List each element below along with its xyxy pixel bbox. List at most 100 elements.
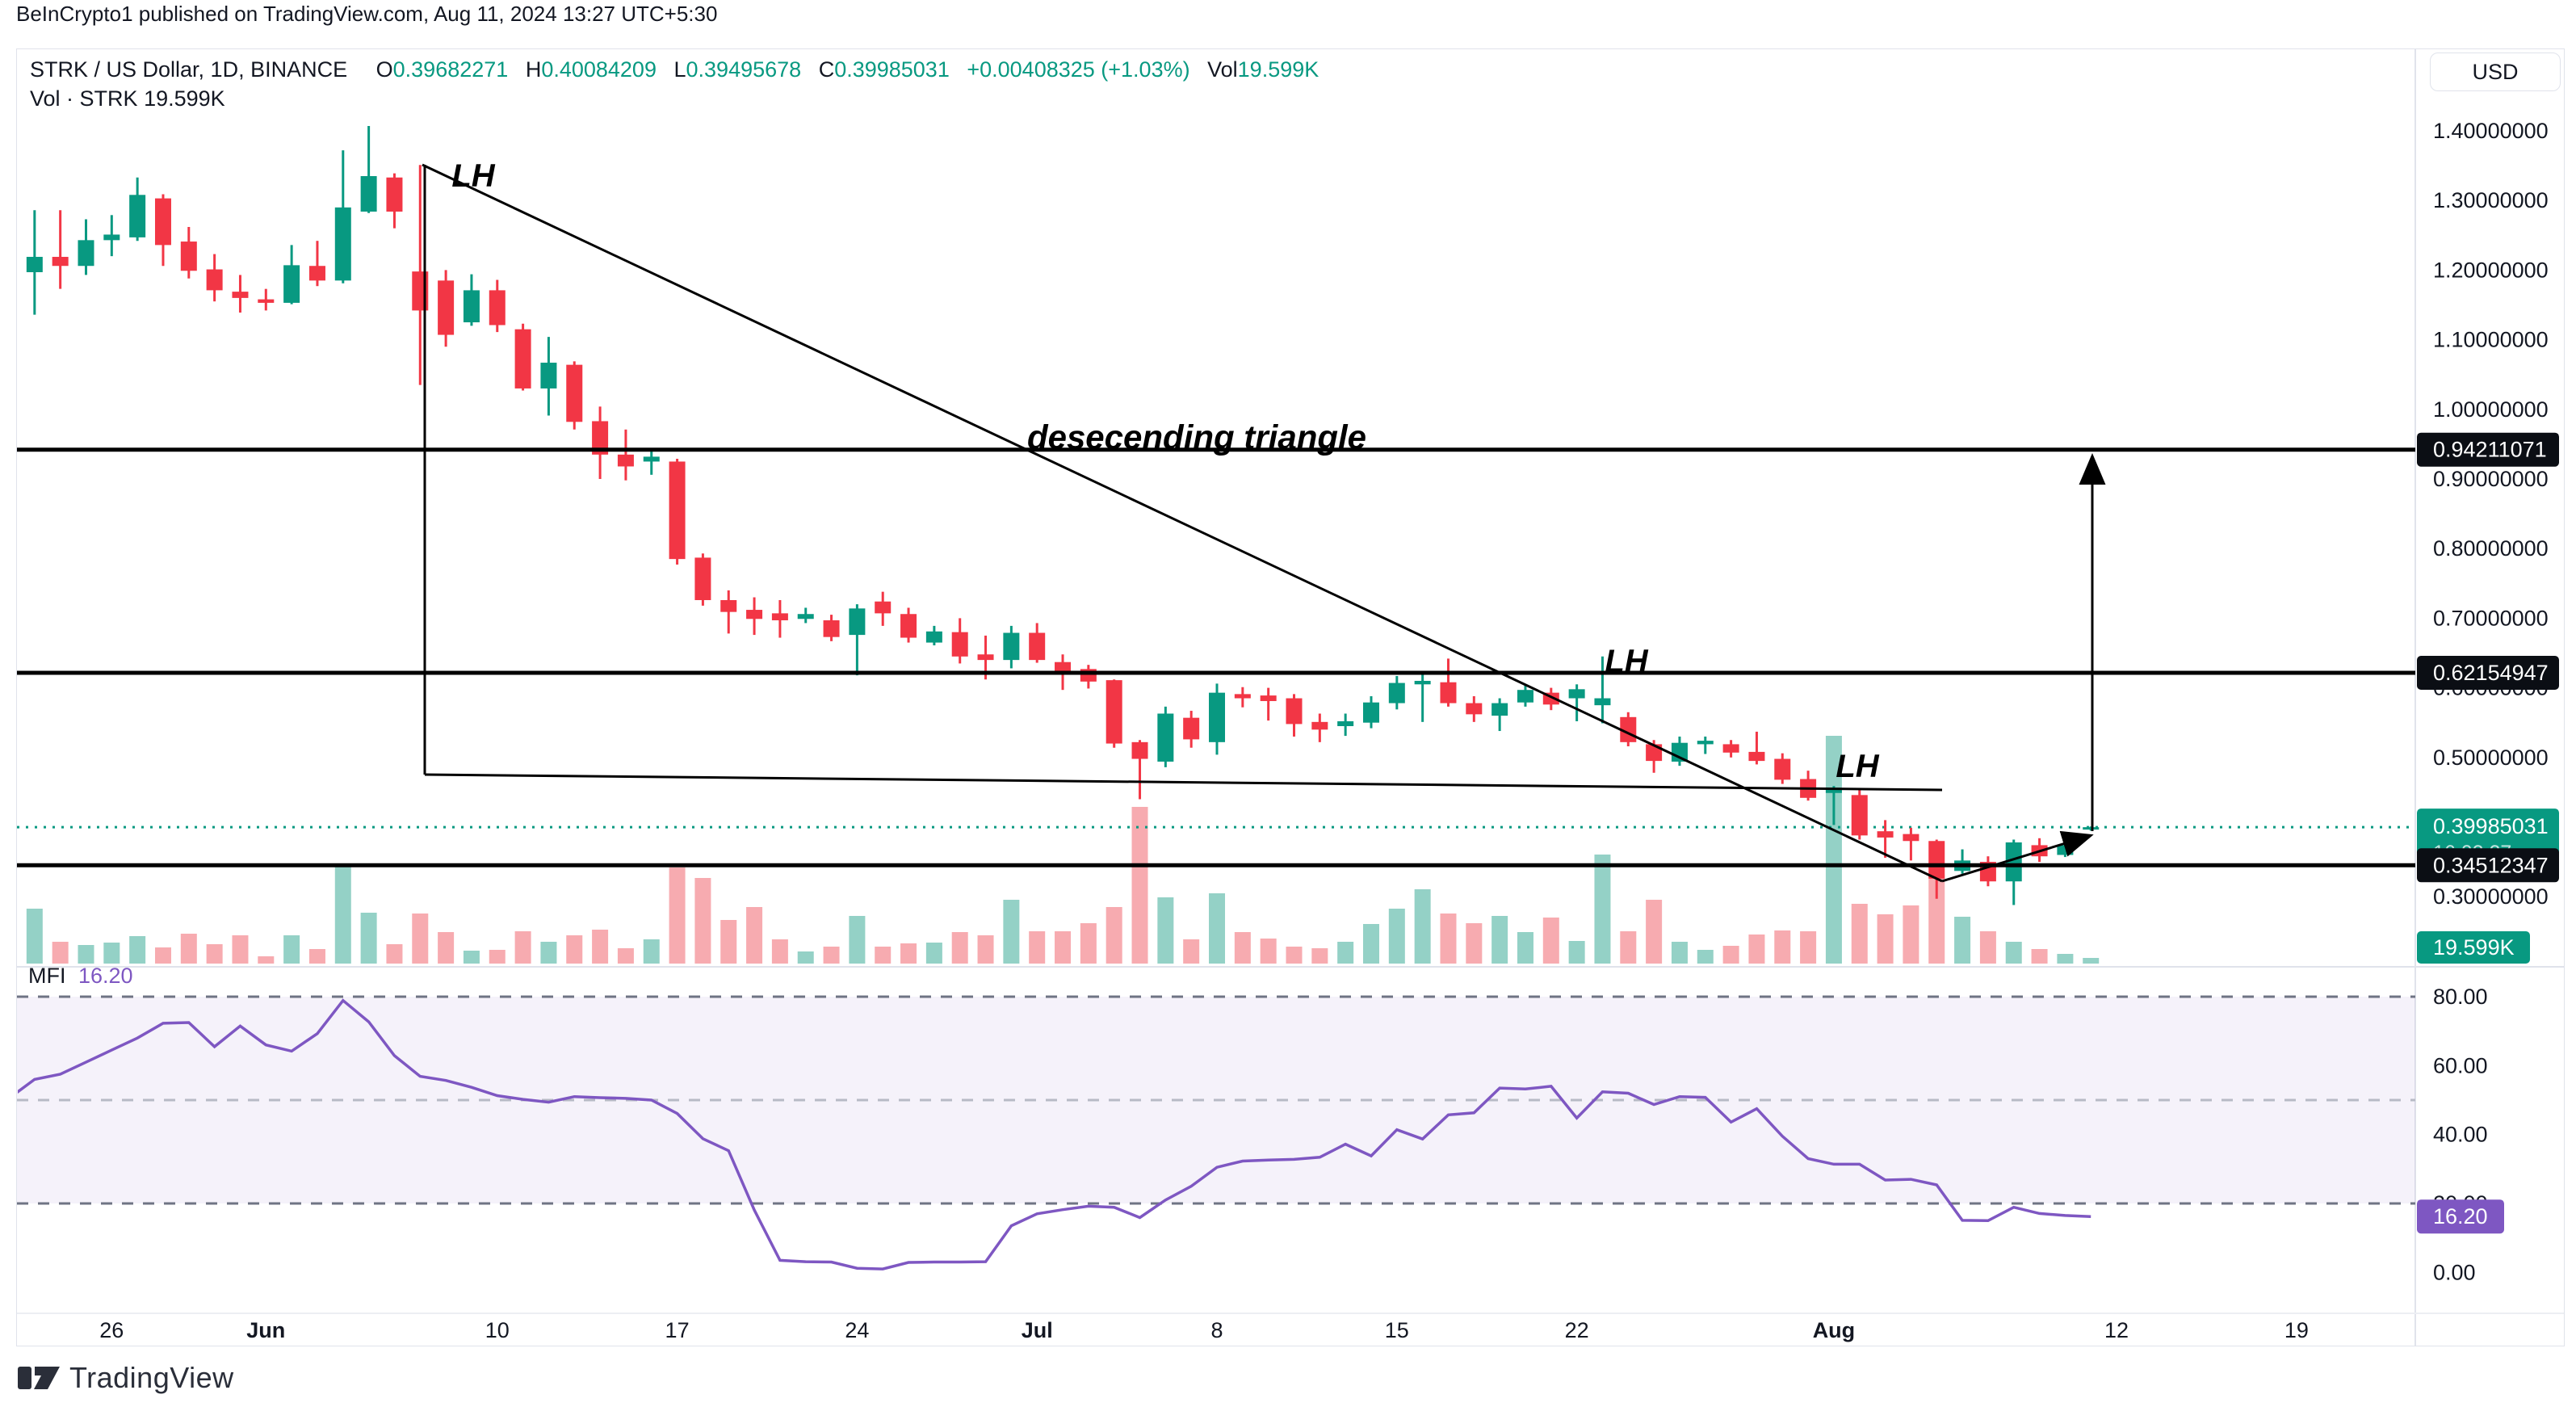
candle[interactable]	[463, 274, 480, 326]
candle[interactable]	[669, 459, 686, 565]
candle[interactable]	[1131, 740, 1148, 800]
candle[interactable]	[1337, 713, 1354, 737]
candle[interactable]	[1748, 731, 1765, 765]
volume-bar	[1697, 950, 1714, 964]
candle[interactable]	[308, 241, 325, 287]
volume-bar	[206, 944, 223, 964]
symbol-legend[interactable]: STRK / US Dollar, 1D, BINANCE O0.3968227…	[30, 57, 1319, 82]
open-label: O	[375, 57, 393, 82]
candle[interactable]	[232, 275, 249, 313]
candle[interactable]	[1440, 658, 1457, 707]
candle[interactable]	[1080, 665, 1097, 689]
candle[interactable]	[386, 173, 403, 229]
candle[interactable]	[1311, 713, 1328, 742]
descending-trendline[interactable]	[422, 163, 1943, 883]
candle[interactable]	[2083, 826, 2100, 831]
candle[interactable]	[1157, 706, 1174, 767]
volume-bar	[1466, 923, 1483, 964]
candle[interactable]	[592, 406, 609, 479]
candle[interactable]	[1466, 695, 1483, 722]
candle[interactable]	[489, 279, 506, 333]
candle[interactable]	[1568, 684, 1585, 721]
candle[interactable]	[1517, 684, 1533, 707]
candle[interactable]	[1594, 656, 1611, 724]
candle[interactable]	[771, 599, 788, 638]
candle[interactable]	[1491, 698, 1508, 732]
candle-body	[925, 631, 942, 643]
candle[interactable]	[540, 337, 557, 416]
candle[interactable]	[129, 177, 146, 242]
candle[interactable]	[1388, 675, 1405, 710]
candle[interactable]	[1286, 694, 1303, 737]
candle[interactable]	[1260, 687, 1277, 721]
volume-series[interactable]	[17, 736, 2100, 964]
candle[interactable]	[1209, 683, 1226, 755]
candle[interactable]	[1774, 753, 1791, 784]
candle[interactable]	[900, 607, 917, 643]
candle[interactable]	[1671, 736, 1688, 766]
candlestick-series[interactable]	[17, 125, 2100, 905]
candle[interactable]	[1979, 856, 1996, 887]
candle[interactable]	[849, 604, 866, 676]
candle[interactable]	[1105, 679, 1122, 748]
mfi-pane[interactable]	[17, 995, 2415, 1270]
candle[interactable]	[797, 607, 814, 624]
candle[interactable]	[1234, 687, 1251, 708]
volume-study-legend[interactable]: Vol · STRK 19.599K	[30, 86, 225, 111]
candle[interactable]	[643, 451, 660, 475]
breakout-arrow[interactable]	[1941, 830, 2094, 883]
volume-bar	[78, 945, 94, 964]
candle[interactable]	[1903, 827, 1919, 861]
candle[interactable]	[334, 150, 351, 284]
candle[interactable]	[566, 361, 583, 430]
volume-bar	[2005, 942, 2022, 964]
candle[interactable]	[951, 618, 968, 664]
triangle-lower-line[interactable]	[424, 773, 1943, 792]
candle[interactable]	[1183, 711, 1200, 748]
candle[interactable]	[360, 125, 377, 213]
candle[interactable]	[746, 597, 763, 636]
candle[interactable]	[1800, 771, 1817, 801]
currency-toggle-button[interactable]: USD	[2430, 52, 2561, 91]
candle-body	[1286, 698, 1303, 724]
candle-body	[1568, 689, 1585, 699]
candle-body	[1311, 721, 1328, 730]
candle[interactable]	[1851, 789, 1868, 840]
candle[interactable]	[78, 219, 94, 275]
candle[interactable]	[180, 226, 197, 279]
candle[interactable]	[1414, 672, 1431, 722]
candle[interactable]	[1697, 736, 1714, 754]
candle[interactable]	[617, 429, 634, 481]
candle[interactable]	[1362, 695, 1379, 729]
candle[interactable]	[206, 254, 223, 302]
candle[interactable]	[26, 210, 43, 315]
candle[interactable]	[1029, 623, 1046, 663]
candle[interactable]	[1825, 786, 1842, 825]
candle[interactable]	[694, 553, 711, 606]
candle[interactable]	[438, 270, 455, 347]
candle[interactable]	[283, 245, 300, 304]
candle[interactable]	[1003, 625, 1020, 669]
candle[interactable]	[2005, 839, 2022, 905]
tradingview-attribution[interactable]: TradingView	[18, 1360, 234, 1396]
candle[interactable]	[823, 615, 840, 641]
candle[interactable]	[258, 288, 275, 311]
candle[interactable]	[875, 591, 892, 626]
candle[interactable]	[1954, 849, 1971, 874]
price-axis[interactable]: 1.40000000 1.30000000 1.20000000 1.10000000…	[2433, 119, 2549, 1284]
candle[interactable]	[1877, 820, 1894, 858]
candle[interactable]	[925, 625, 942, 646]
candle[interactable]	[52, 210, 69, 289]
price-tick-label: 0.70000000	[2433, 606, 2549, 630]
candle[interactable]	[720, 590, 737, 634]
candle[interactable]	[1722, 740, 1739, 758]
volume-bar	[438, 932, 455, 964]
candle[interactable]	[154, 194, 171, 267]
time-axis[interactable]: 26 Jun 10 17 24 Jul 8 15 22 Aug 12 19	[99, 1318, 2309, 1342]
candle[interactable]	[103, 215, 120, 257]
volume-bar	[2083, 958, 2100, 964]
volume-study-title: Vol · STRK	[30, 86, 138, 111]
candle[interactable]	[514, 323, 531, 391]
candle[interactable]	[1928, 839, 1945, 899]
